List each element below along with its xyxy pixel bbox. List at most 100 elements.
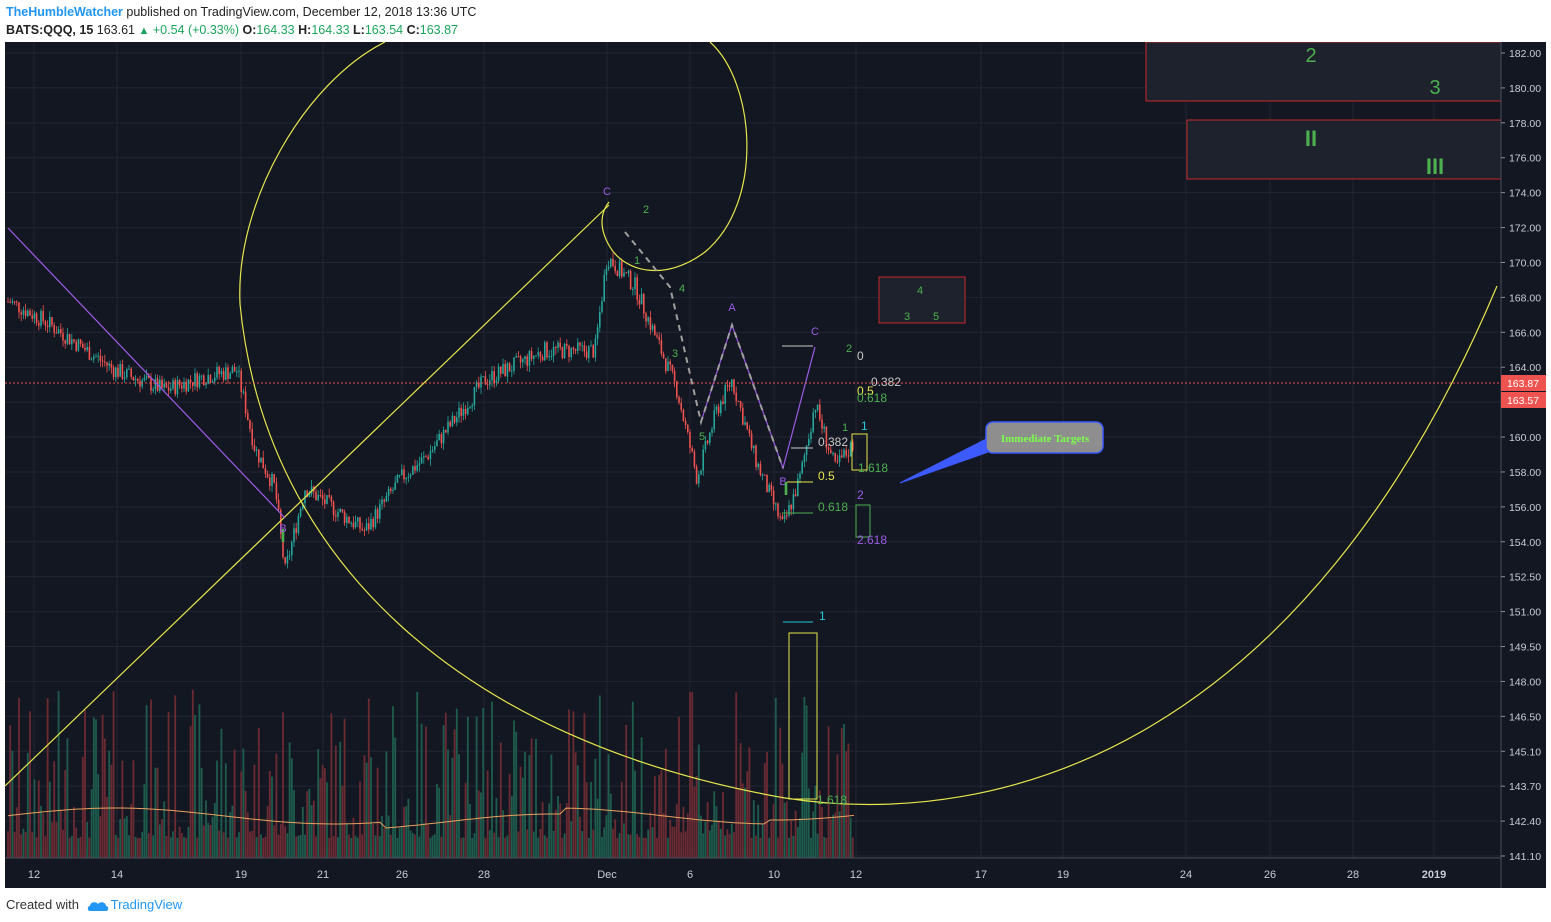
volume-bar xyxy=(546,837,548,858)
volume-bar xyxy=(354,835,357,858)
volume-bar xyxy=(231,805,234,858)
volume-bar xyxy=(488,830,491,858)
volume-bar xyxy=(257,727,260,858)
volume-bar xyxy=(260,834,262,858)
secondary-price-label: 163.57 xyxy=(1507,395,1539,407)
price-chart[interactable]: Immediate Targets 2 3 II III 4 3 5 C2143… xyxy=(5,42,1546,888)
volume-bar xyxy=(642,837,645,858)
candle-body xyxy=(511,370,513,372)
candle-body xyxy=(605,268,608,275)
candle-body xyxy=(502,364,504,374)
volume-bar xyxy=(634,770,636,858)
volume-bar xyxy=(442,725,445,858)
callout-box xyxy=(985,421,1104,454)
volume-bars xyxy=(7,689,855,858)
price-change: +0.54 (+0.33%) xyxy=(152,23,240,37)
volume-bar xyxy=(603,827,606,858)
price-tick-label: 174.00 xyxy=(1509,188,1541,200)
volume-bar xyxy=(35,837,38,858)
candle-body xyxy=(163,383,165,388)
price-tick-label: 145.10 xyxy=(1509,746,1541,758)
volume-bar xyxy=(235,837,238,858)
candle-body xyxy=(742,407,744,425)
candle-body xyxy=(255,449,258,451)
candle-body xyxy=(392,489,394,491)
volume-bar xyxy=(449,815,452,858)
volume-bar xyxy=(290,758,293,858)
candle-body xyxy=(436,440,438,447)
volume-bar xyxy=(658,774,661,858)
time-tick-label: 12 xyxy=(850,869,862,881)
author-link[interactable]: TheHumbleWatcher xyxy=(6,5,123,19)
volume-bar xyxy=(310,805,313,858)
candle-body xyxy=(568,345,570,358)
volume-bar xyxy=(167,711,170,858)
volume-bar xyxy=(205,800,207,858)
target-box-upper xyxy=(1145,42,1505,102)
candle-body xyxy=(601,301,603,313)
symbol[interactable]: BATS:QQQ, 15 xyxy=(6,23,94,37)
close-label: C: xyxy=(406,23,420,37)
tradingview-link[interactable]: TradingView xyxy=(110,897,183,912)
volume-bar xyxy=(79,836,82,858)
volume-bar xyxy=(268,770,271,858)
candle-body xyxy=(627,270,630,273)
volume-bar xyxy=(163,801,166,858)
volume-bar xyxy=(640,737,643,858)
volume-bar xyxy=(81,756,84,858)
candle-body xyxy=(13,301,16,303)
volume-bar xyxy=(766,752,768,858)
volume-bar xyxy=(128,835,130,858)
high-value: 164.33 xyxy=(311,23,350,37)
volume-bar xyxy=(409,830,412,858)
candle-body xyxy=(550,355,553,357)
volume-bar xyxy=(524,751,526,858)
candle-body xyxy=(339,508,341,513)
wave-label: I xyxy=(280,526,285,546)
volume-bar xyxy=(191,689,194,858)
volume-bar xyxy=(715,806,718,858)
close-value: 163.87 xyxy=(419,23,459,37)
volume-bar xyxy=(532,831,535,858)
volume-bar xyxy=(216,760,218,858)
volume-bar xyxy=(176,837,179,858)
candle-body xyxy=(66,334,69,344)
fib-label: 2.618 xyxy=(857,533,887,547)
volume-bar xyxy=(323,768,326,858)
volume-bar xyxy=(202,825,205,858)
candle-body xyxy=(376,509,379,519)
candle-body xyxy=(409,474,412,477)
volume-bar xyxy=(829,818,832,858)
candle-body xyxy=(517,356,520,358)
volume-bar xyxy=(172,831,174,858)
wave-label: 5 xyxy=(699,431,705,443)
volume-bar xyxy=(596,798,599,858)
candle-body xyxy=(220,371,223,375)
volume-bar xyxy=(704,821,707,858)
volume-bar xyxy=(849,817,852,858)
volume-bar xyxy=(444,712,447,858)
volume-bar xyxy=(517,831,520,858)
volume-bar xyxy=(26,752,29,858)
volume-bar xyxy=(477,790,480,858)
candle-body xyxy=(755,445,757,468)
price-tick-label: 166.00 xyxy=(1509,327,1541,339)
volume-bar xyxy=(154,767,157,858)
volume-bar xyxy=(711,824,713,858)
volume-bar xyxy=(667,837,669,858)
volume-bar xyxy=(689,692,691,858)
volume-bar xyxy=(119,819,122,858)
volume-bar xyxy=(211,816,214,858)
candle-body xyxy=(453,415,456,423)
candle-body xyxy=(381,499,383,505)
candle-body xyxy=(647,317,649,322)
candle-body xyxy=(253,445,256,451)
volume-bar xyxy=(462,837,465,858)
candle-body xyxy=(526,356,528,366)
volume-bar xyxy=(101,714,104,858)
candle-body xyxy=(20,312,22,315)
volume-bar xyxy=(246,812,249,858)
candle-body xyxy=(178,379,181,386)
candle-body xyxy=(22,310,25,315)
volume-bar xyxy=(730,823,733,858)
